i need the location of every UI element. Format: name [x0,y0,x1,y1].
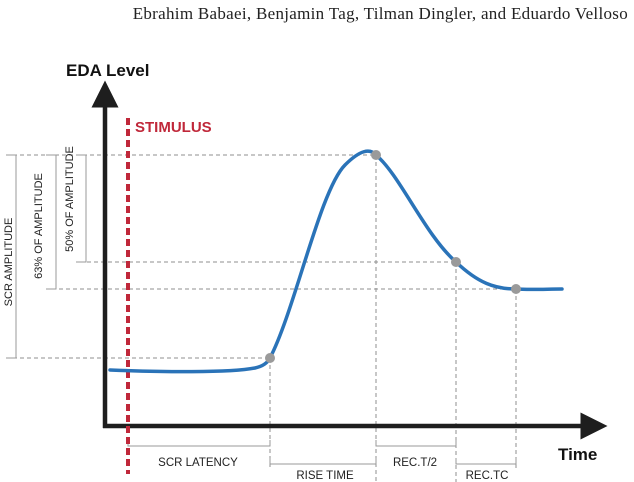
rise-time-label: RISE TIME [296,470,354,482]
author-header: Ebrahim Babaei, Benjamin Tag, Tilman Din… [132,4,628,23]
scr-latency-label: SCR LATENCY [158,457,238,469]
rec-tc-bracket [455,458,517,465]
sixty-three-amplitude-bracket [46,154,57,290]
y-axis-title: EDA Level [66,61,149,80]
rec-tc-label: REC.TC [466,470,509,482]
rise-time-bracket [269,458,377,465]
scr-amplitude-label: SCR AMPLITUDE [3,218,15,307]
half-recovery-point [451,257,461,267]
scr-latency-bracket [127,440,271,447]
recovery-tc-point [511,284,521,294]
peak-point [371,150,381,160]
rec-half-bracket [375,440,457,447]
onset-point [265,353,275,363]
eda-curve [108,149,564,374]
sixty-three-amplitude-label: 63% OF AMPLITUDE [33,173,45,279]
rec-half-label: REC.T/2 [393,457,437,469]
stimulus-label: STIMULUS [135,119,212,136]
fifty-amplitude-bracket [76,154,87,263]
scr-amplitude-bracket [6,154,17,359]
x-axis-title: Time [558,445,597,464]
fifty-amplitude-label: 50% OF AMPLITUDE [64,146,76,252]
